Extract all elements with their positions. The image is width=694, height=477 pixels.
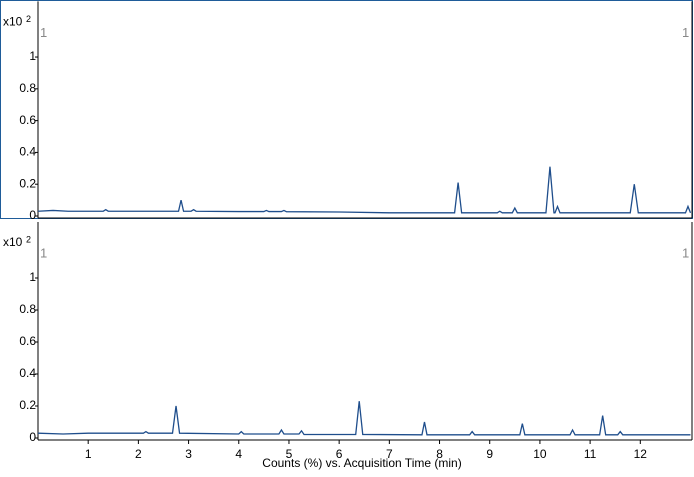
y-multiplier: x10 bbox=[3, 15, 23, 29]
panel-border bbox=[0, 0, 693, 219]
x-tick-label: 12 bbox=[634, 447, 648, 461]
y-tick-label: 0.8 bbox=[19, 81, 36, 95]
x-tick-label: 5 bbox=[286, 447, 293, 461]
y-tick-label: 0.2 bbox=[19, 176, 36, 190]
x-tick-label: 10 bbox=[533, 447, 547, 461]
x-tick-label: 6 bbox=[336, 447, 343, 461]
x-tick-label: 8 bbox=[436, 447, 443, 461]
y-tick-label: 1 bbox=[29, 270, 36, 284]
x-tick-label: 11 bbox=[584, 447, 597, 461]
y-tick-label: 0.8 bbox=[19, 302, 36, 316]
y-tick-label: 0.4 bbox=[19, 366, 36, 380]
x-tick-label: 1 bbox=[85, 447, 92, 461]
y-tick-label: 0 bbox=[29, 208, 36, 222]
x-tick-label: 9 bbox=[486, 447, 493, 461]
x-tick-label: 2 bbox=[135, 447, 142, 461]
y-tick-label: 1 bbox=[29, 49, 36, 63]
x-axis-label: Counts (%) vs. Acquisition Time (min) bbox=[262, 456, 461, 470]
x-tick-label: 3 bbox=[185, 447, 192, 461]
y-tick-label: 0.4 bbox=[19, 145, 36, 159]
x-tick-label: 4 bbox=[235, 447, 242, 461]
x-tick-label: 7 bbox=[386, 447, 393, 461]
y-tick-label: 0.6 bbox=[19, 113, 36, 127]
corner-label: 1 bbox=[40, 245, 47, 260]
corner-label: 1 bbox=[40, 25, 47, 40]
y-tick-label: 0.2 bbox=[19, 398, 36, 412]
y-multiplier: x10 bbox=[3, 235, 23, 249]
trace bbox=[37, 166, 692, 214]
y-exponent: 2 bbox=[26, 14, 31, 24]
y-exponent: 2 bbox=[26, 234, 31, 244]
corner-label: 1 bbox=[682, 25, 689, 40]
corner-label: 1 bbox=[682, 245, 689, 260]
trace bbox=[37, 401, 691, 436]
y-tick-label: 0 bbox=[29, 430, 36, 444]
y-tick-label: 0.6 bbox=[19, 334, 36, 348]
